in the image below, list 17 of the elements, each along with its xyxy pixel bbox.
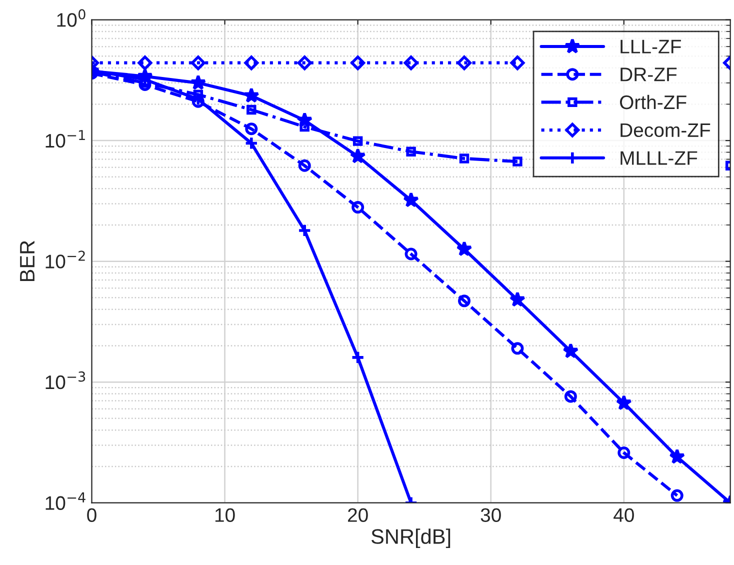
x-tick-label: 10: [215, 508, 235, 522]
legend-label: LLL-ZF: [620, 40, 681, 54]
x-tick-label: 0: [87, 508, 96, 522]
legend-label: MLLL-ZF: [620, 151, 698, 165]
legend-label: Orth-ZF: [620, 94, 686, 110]
x-tick-label: 20: [348, 508, 368, 522]
legend-label: DR-ZF: [620, 68, 677, 82]
x-axis-title: SNR[dB]: [371, 528, 450, 548]
legend-label: Decom-ZF: [620, 123, 710, 138]
x-tick-label: 40: [614, 508, 634, 522]
y-tick-label: 10$^{−2}$: [46, 250, 85, 268]
y-axis-title: BER: [20, 240, 34, 282]
y-tick-label: 10$^{−4}$: [46, 492, 86, 510]
y-tick-label: 10$^{−1}$: [46, 130, 85, 148]
y-tick-label: 10$^{0}$: [57, 9, 86, 27]
x-tick-label: 30: [480, 508, 501, 522]
y-tick-label: 10$^{−3}$: [46, 371, 86, 390]
